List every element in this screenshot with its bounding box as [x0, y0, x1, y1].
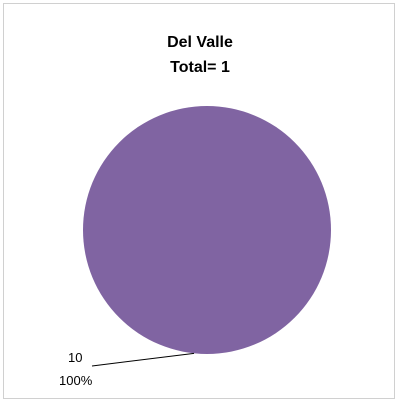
slice-label-percent: 100%	[59, 373, 93, 388]
chart-title: Del Valle	[167, 34, 233, 51]
slice-label-category: 10	[68, 350, 82, 365]
chart-subtitle: Total= 1	[170, 59, 230, 76]
chart-title-block: Del Valle Total= 1	[0, 30, 400, 80]
pie-slices	[83, 106, 331, 354]
pie-slice-0	[83, 106, 331, 354]
slice-leader-line	[91, 352, 195, 367]
